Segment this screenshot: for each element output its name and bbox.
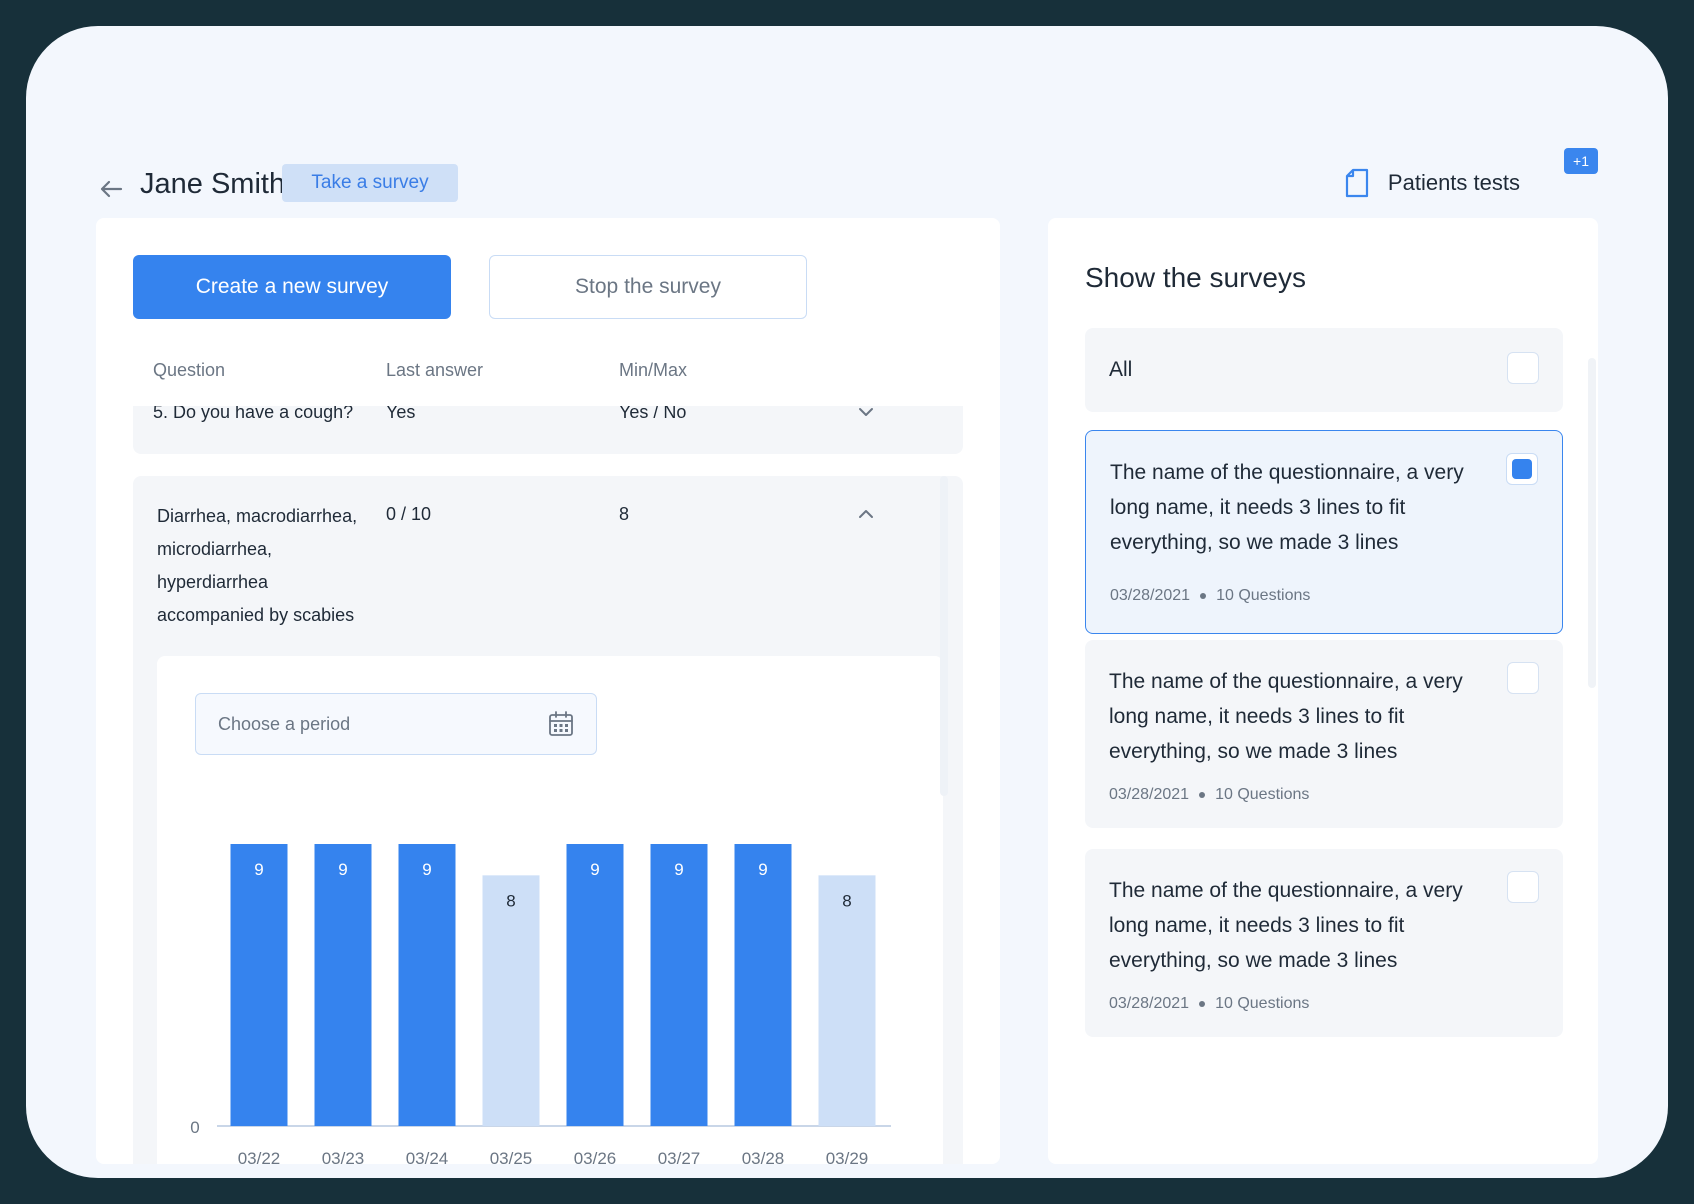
create-survey-button[interactable]: Create a new survey [133,255,451,319]
column-header-minmax: Min/Max [619,360,688,380]
column-header-question: Question [153,360,226,380]
data-label: 8 [842,891,851,910]
surveys-filter-panel: Show the surveys All The name of the que… [1048,218,1598,1164]
bar [818,875,876,1126]
notification-badge: +1 [1564,148,1598,174]
x-tick-label: 03/26 [574,1149,617,1164]
panel-title: Show the surveys [1085,262,1306,293]
filter-all-label: All [1109,358,1133,381]
page-header: Jane Smith Take a survey Patients tests … [96,148,1598,238]
survey-question-count: 10 Questions [1215,995,1310,1012]
table-row-expanded: Diarrhea, macrodiarrhea, microdiarrhea, … [133,476,963,1164]
survey-meta: 03/28/2021 10 Questions [1109,786,1309,804]
survey-checkbox[interactable] [1506,453,1538,485]
arrow-left-icon[interactable] [96,174,126,204]
bar [314,844,372,1126]
survey-question-count: 10 Questions [1216,587,1311,604]
data-label: 9 [674,860,683,879]
filter-all-row[interactable]: All [1085,328,1563,412]
left-scrollbar[interactable] [940,476,948,796]
period-picker[interactable]: Choose a period [195,693,597,755]
survey-meta: 03/28/2021 10 Questions [1110,587,1310,605]
x-tick-label: 03/27 [658,1149,701,1164]
separator-dot [1199,792,1206,798]
stop-survey-button[interactable]: Stop the survey [489,255,807,319]
app-screen: Jane Smith Take a survey Patients tests … [26,26,1668,1178]
period-placeholder: Choose a period [218,714,351,734]
data-label: 9 [254,860,263,879]
patient-name: Jane Smith [140,168,286,200]
data-label: 9 [758,860,767,879]
chevron-up-icon[interactable] [857,508,875,520]
bar [482,875,540,1126]
survey-card[interactable]: The name of the questionnaire, a very lo… [1085,430,1563,634]
question-text: Diarrhea, macrodiarrhea, microdiarrhea, … [157,506,358,625]
take-survey-button[interactable]: Take a survey [282,164,458,202]
bar [566,844,624,1126]
minmax-value: Yes / No [619,406,687,422]
patients-tests-label: Patients tests [1387,170,1520,195]
survey-question-count: 10 Questions [1215,786,1310,803]
separator-dot [1200,593,1207,599]
chart-card: Choose a period 0 9 03/22 9 03/23 9 03/24 8 03/2… [157,656,943,1164]
data-label: 8 [506,891,515,910]
table-row[interactable]: 5. Do you have a cough? Yes Yes / No [133,406,963,454]
chevron-down-icon[interactable] [857,406,875,418]
document-icon [1345,168,1369,198]
survey-checkbox[interactable] [1507,871,1539,903]
survey-meta: 03/28/2021 10 Questions [1109,995,1309,1013]
last-answer-value: 0 / 10 [386,504,432,524]
bar [650,844,708,1126]
bar-chart: 0 9 03/22 9 03/23 9 03/24 8 03/25 9 03/26 9 03/27 9 03… [190,844,891,1164]
bar [398,844,456,1126]
survey-date: 03/28/2021 [1109,786,1190,803]
survey-checkbox[interactable] [1507,662,1539,694]
survey-card[interactable]: The name of the questionnaire, a very lo… [1085,640,1563,828]
survey-name: The name of the questionnaire, a very lo… [1110,461,1464,554]
column-header-last-answer: Last answer [386,360,484,380]
bar [734,844,792,1126]
x-tick-label: 03/22 [238,1149,281,1164]
survey-results-panel: Create a new survey Stop the survey Ques… [96,218,1000,1164]
data-label: 9 [422,860,431,879]
x-tick-label: 03/24 [406,1149,449,1164]
survey-date: 03/28/2021 [1109,995,1190,1012]
question-text: 5. Do you have a cough? [153,406,354,422]
survey-card[interactable]: The name of the questionnaire, a very lo… [1085,849,1563,1037]
calendar-icon[interactable] [548,711,574,737]
x-tick-label: 03/25 [490,1149,533,1164]
x-tick-label: 03/23 [322,1149,365,1164]
x-tick-label: 03/28 [742,1149,785,1164]
x-tick-label: 03/29 [826,1149,869,1164]
patients-tests-link[interactable]: Patients tests [1344,168,1520,198]
survey-name: The name of the questionnaire, a very lo… [1109,670,1463,763]
survey-date: 03/28/2021 [1110,587,1191,604]
all-checkbox[interactable] [1507,352,1539,384]
y-tick-label: 0 [190,1118,199,1137]
minmax-value: 8 [619,504,630,524]
survey-name: The name of the questionnaire, a very lo… [1109,879,1463,972]
data-label: 9 [590,860,599,879]
last-answer-value: Yes [386,406,416,422]
right-scrollbar[interactable] [1588,358,1596,688]
separator-dot [1199,1001,1206,1007]
bar [230,844,288,1126]
data-label: 9 [338,860,347,879]
